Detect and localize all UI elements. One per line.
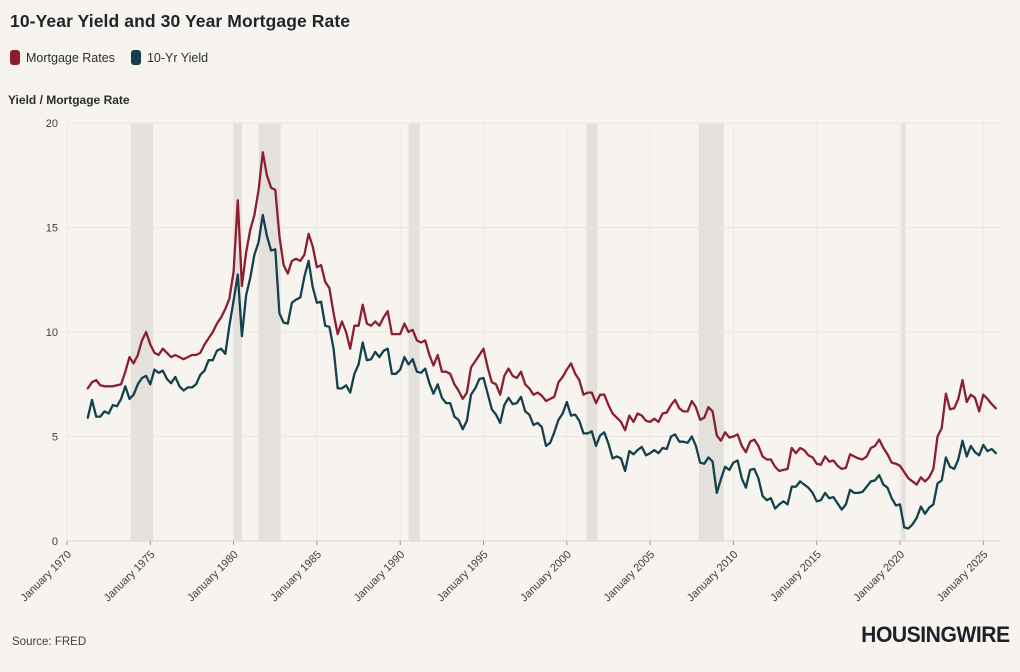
svg-text:5: 5: [52, 432, 58, 444]
chart-title: 10-Year Yield and 30 Year Mortgage Rate: [10, 11, 351, 31]
legend: Mortgage Rates 10-Yr Yield: [10, 50, 208, 65]
svg-text:January 1970: January 1970: [18, 549, 74, 605]
svg-text:January 1980: January 1980: [185, 549, 241, 605]
legend-item-mortgage-rates: Mortgage Rates: [10, 50, 115, 65]
svg-text:January 2020: January 2020: [852, 549, 908, 605]
svg-text:January 2025: January 2025: [935, 549, 991, 605]
svg-text:January 2000: January 2000: [518, 549, 574, 605]
svg-text:January 1995: January 1995: [435, 549, 491, 605]
legend-label: Mortgage Rates: [26, 50, 115, 65]
svg-text:January 1985: January 1985: [268, 549, 324, 605]
y-axis-title: Yield / Mortgage Rate: [8, 93, 130, 107]
svg-text:January 2015: January 2015: [768, 549, 824, 605]
legend-item-10-yr-yield: 10-Yr Yield: [130, 50, 209, 65]
source-note: Source: FRED: [12, 636, 87, 648]
svg-text:January 2010: January 2010: [685, 549, 741, 605]
svg-text:0: 0: [52, 536, 58, 548]
mortgage-rates-swatch-icon: [10, 50, 20, 65]
svg-text:January 1975: January 1975: [102, 549, 158, 605]
housingwire-logo: HOUSINGWIRE: [861, 622, 1011, 647]
svg-text:15: 15: [46, 223, 58, 235]
legend-label: 10-Yr Yield: [146, 50, 209, 65]
svg-text:January 2005: January 2005: [602, 549, 658, 605]
svg-text:January 1990: January 1990: [352, 549, 408, 605]
svg-text:20: 20: [46, 118, 58, 130]
svg-text:10: 10: [46, 327, 58, 339]
10-yr-yield-swatch-icon: [130, 50, 141, 65]
